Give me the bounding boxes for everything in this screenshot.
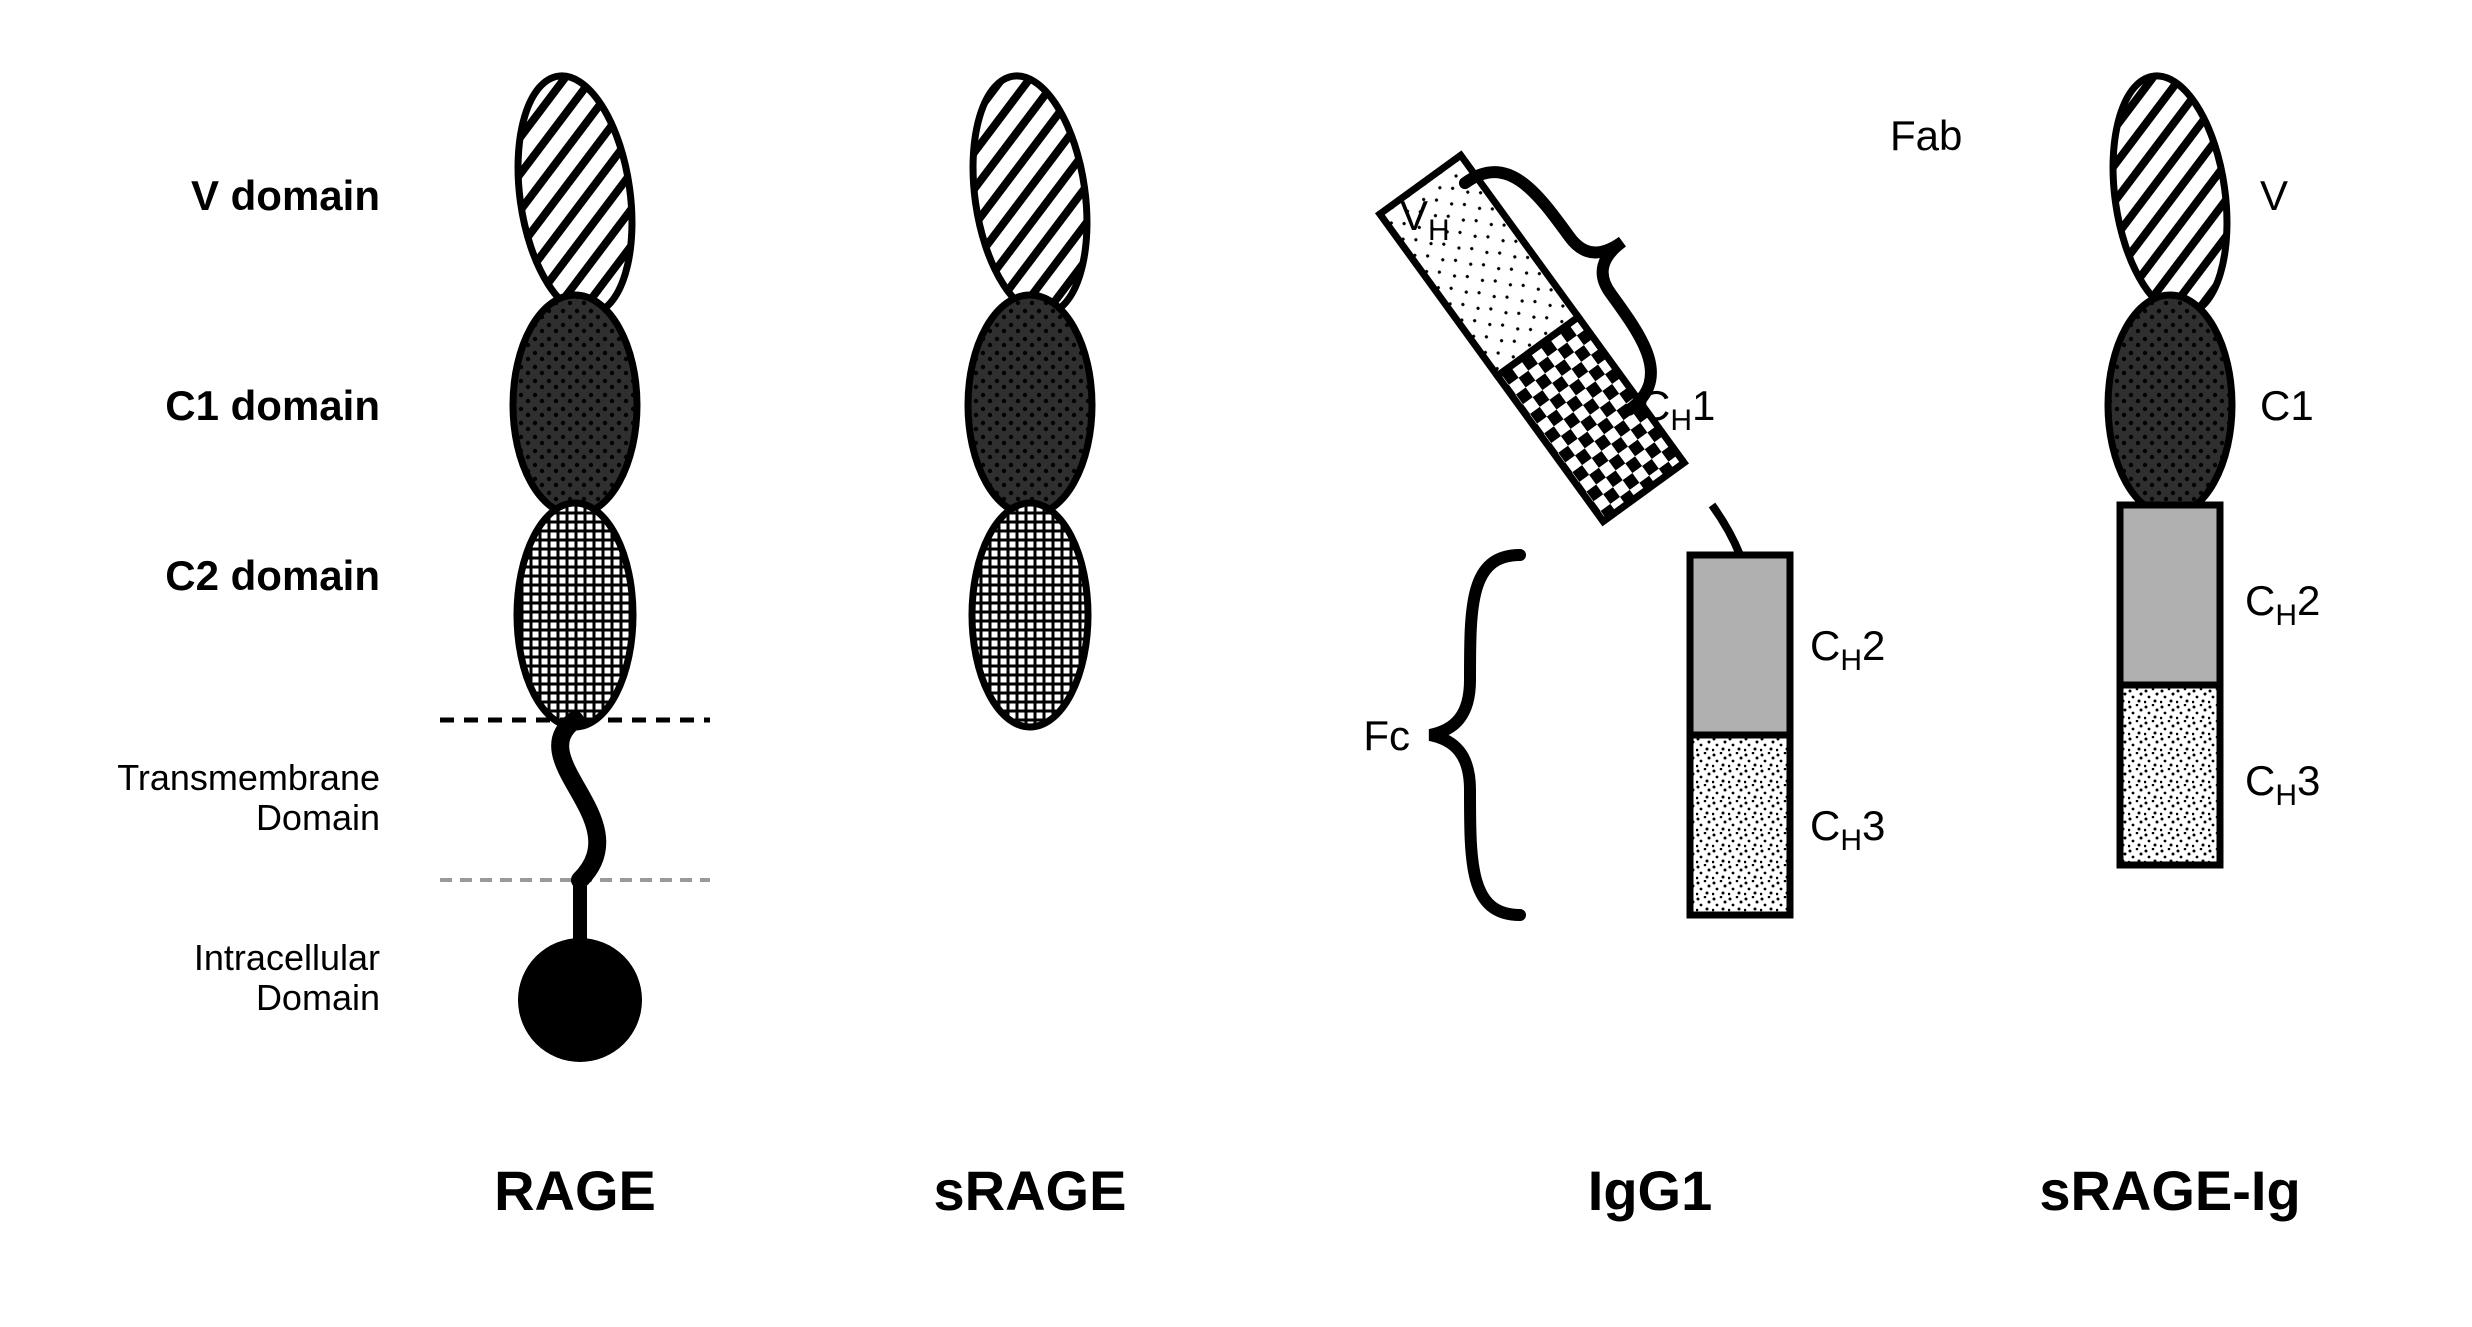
srageig-c1-label: C1 [2260, 382, 2314, 429]
srageig-ch2-box [2120, 505, 2220, 685]
title-srage: sRAGE [934, 1159, 1127, 1222]
rage-label-ic-1: Intracellular [194, 937, 380, 978]
rage-label-tm-1: Transmembrane [117, 757, 380, 798]
srageig-ch3-box [2120, 685, 2220, 865]
rage-label-ic-2: Domain [256, 977, 380, 1018]
srageig-v-label: V [2260, 172, 2288, 219]
rage-c1-domain [513, 295, 637, 515]
rage-label-c1: C1 domain [165, 382, 380, 429]
figure-svg: V domain C1 domain C2 domain Transmembra… [0, 0, 2472, 1327]
srage-c2-domain [972, 503, 1088, 727]
title-igg1: IgG1 [1588, 1159, 1712, 1222]
igg1-ch3-box [1690, 735, 1790, 915]
srage-v-domain [959, 69, 1101, 322]
srage-c1-domain [968, 295, 1092, 515]
igg1-column: Fab VH CH1 Fc CH2 CH3 IgG1 [1363, 112, 1962, 1222]
title-srage-ig: sRAGE-Ig [2039, 1159, 2300, 1222]
igg1-ch1-label: CH1 [1640, 382, 1715, 437]
igg1-fab-label: Fab [1890, 112, 1962, 159]
srageig-ch2-label: CH2 [2245, 577, 2320, 632]
srageig-ch3-label: CH3 [2245, 757, 2320, 812]
diagram-stage: V domain C1 domain C2 domain Transmembra… [0, 0, 2472, 1327]
rage-label-tm-2: Domain [256, 797, 380, 838]
rage-label-c2: C2 domain [165, 552, 380, 599]
igg1-ch2-label: CH2 [1810, 622, 1885, 677]
srageig-v-domain [2099, 69, 2241, 322]
igg1-ch3-label: CH3 [1810, 802, 1885, 857]
srage-ig-column: V C1 CH2 CH3 sRAGE-Ig [2039, 69, 2320, 1222]
title-rage: RAGE [494, 1159, 656, 1222]
srage-column: sRAGE [934, 69, 1127, 1222]
rage-intracellular-domain [518, 938, 642, 1062]
rage-column: V domain C1 domain C2 domain Transmembra… [117, 69, 710, 1222]
rage-transmembrane [560, 720, 597, 880]
rage-label-v: V domain [191, 172, 380, 219]
rage-v-domain [504, 69, 646, 322]
rage-c2-domain [517, 503, 633, 727]
igg1-fc-brace [1430, 555, 1520, 915]
igg1-ch2-box [1690, 555, 1790, 735]
srageig-c1-domain [2108, 295, 2232, 515]
igg1-fc-label: Fc [1363, 712, 1410, 759]
